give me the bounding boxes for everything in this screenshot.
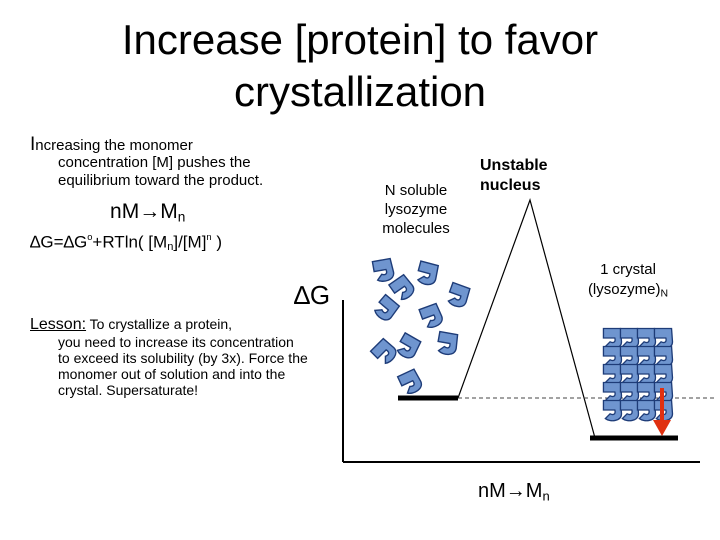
- eq2-part2: G: [73, 232, 88, 252]
- intro-initial: I: [30, 134, 36, 155]
- intro-first-text: ncreasing the monomer: [35, 137, 193, 154]
- lysozyme-molecule-icon: [437, 330, 459, 356]
- bottom-reaction: nM→Mn: [478, 480, 550, 503]
- lysozyme-molecule-icon: [396, 368, 423, 395]
- lysozyme-molecule-icon: [374, 293, 401, 321]
- lysozyme-molecule-icon: [653, 345, 674, 368]
- lysozyme-molecule-icon: [636, 363, 657, 386]
- bottom-reaction-sub: n: [542, 488, 550, 504]
- eq2-delta2: ∆: [63, 232, 74, 252]
- lysozyme-molecule-icon: [602, 381, 623, 404]
- eq1-arrow: →: [139, 200, 161, 223]
- bottom-reaction-text: nM→M: [478, 480, 543, 502]
- lysozyme-molecule-icon: [636, 381, 657, 404]
- crystal-label-sub: N: [660, 287, 669, 300]
- lysozyme-molecule-icon: [602, 327, 623, 350]
- eq1-product: M: [160, 200, 178, 223]
- eq2-sub-n: n: [167, 241, 174, 254]
- lysozyme-molecule-icon: [653, 381, 674, 404]
- lysozyme-molecule-icon: [371, 257, 395, 282]
- title-line-2: crystallization: [233, 68, 487, 115]
- lysozyme-molecule-icon: [619, 327, 640, 350]
- crystal-molecules: [602, 327, 674, 422]
- lesson-first-text: To crystallize a protein,: [86, 316, 233, 332]
- eq1-monomer: M: [121, 200, 140, 223]
- eq2-part4: ]/[M]: [173, 232, 207, 252]
- lysozyme-molecule-icon: [387, 273, 415, 301]
- lysozyme-molecule-icon: [396, 331, 422, 359]
- lysozyme-molecule-icon: [602, 345, 623, 368]
- lysozyme-molecule-icon: [619, 345, 640, 368]
- down-arrow-icon: [653, 388, 671, 436]
- crystal-label-line1: 1 crystal: [600, 261, 656, 278]
- lysozyme-molecule-icon: [619, 363, 640, 386]
- crystal-label: 1 crystal (lysozyme)N: [568, 260, 688, 304]
- eq2-part1: G=: [40, 232, 64, 252]
- reaction-equation: nM→Mn: [110, 200, 185, 224]
- lesson-heading: Lesson:: [30, 316, 87, 333]
- lysozyme-molecule-icon: [619, 399, 640, 422]
- lysozyme-molecule-icon: [636, 345, 657, 368]
- page-title: Increase [protein] to favor crystallizat…: [0, 14, 720, 118]
- lysozyme-molecule-icon: [447, 281, 471, 308]
- eq2-sup-n: n: [206, 232, 212, 242]
- lysozyme-molecule-icon: [636, 327, 657, 350]
- lysozyme-molecule-icon: [619, 381, 640, 404]
- lysozyme-molecule-icon: [416, 260, 440, 286]
- delta-g-axis-label: ∆G: [294, 280, 331, 310]
- lysozyme-molecule-icon: [636, 399, 657, 422]
- eq1-n: n: [110, 200, 122, 223]
- lysozyme-molecule-icon: [653, 399, 674, 422]
- lysozyme-molecule-icon: [418, 302, 443, 328]
- lysozyme-molecule-icon: [369, 337, 397, 365]
- title-line-1: Increase [protein] to favor: [121, 16, 599, 63]
- eq2-part5: ): [211, 232, 223, 252]
- eq2-part3: +RTln( [M: [92, 232, 168, 252]
- soluble-molecules: [369, 257, 471, 395]
- crystal-label-line2: (lysozyme): [587, 281, 661, 298]
- lysozyme-molecule-icon: [602, 399, 623, 422]
- lysozyme-molecule-icon: [653, 363, 674, 386]
- lesson-first-line: Lesson: To crystallize a protein,: [30, 316, 300, 333]
- free-energy-equation: ∆G=∆Go+RTln( [Mn]/[M]n ): [30, 232, 222, 253]
- energy-curve: [457, 198, 596, 439]
- intro-first-line: Increasing the monomer: [30, 134, 193, 155]
- eq2-delta: ∆: [30, 232, 41, 252]
- unstable-nucleus-label: Unstable nucleus: [480, 157, 548, 194]
- soluble-molecules-label: N soluble lysozyme molecules: [382, 182, 450, 237]
- eq1-subscript: n: [177, 209, 186, 225]
- lesson-text: you need to increase its concentration t…: [58, 334, 308, 398]
- lysozyme-molecule-icon: [653, 327, 674, 350]
- eq2-standard-sup: o: [87, 232, 93, 242]
- lysozyme-molecule-icon: [602, 363, 623, 386]
- intro-text: concentration [M] pushes the equilibrium…: [58, 154, 264, 189]
